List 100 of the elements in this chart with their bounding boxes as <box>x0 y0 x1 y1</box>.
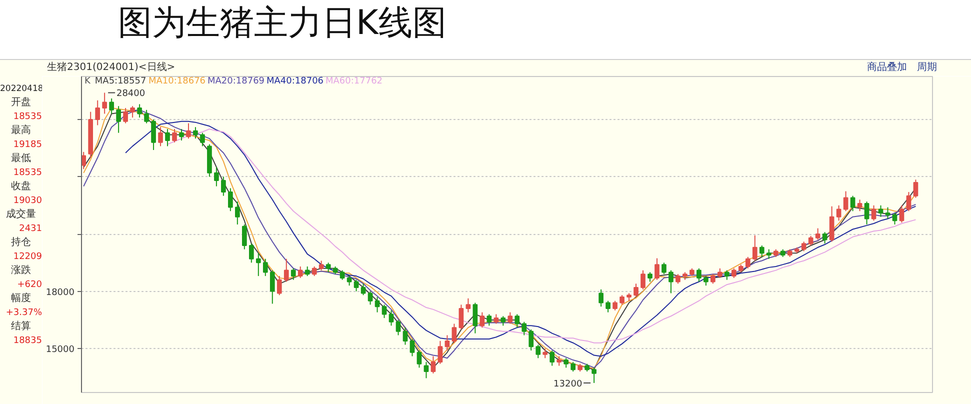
text: 19185 <box>12 139 42 152</box>
candlestick <box>388 310 394 326</box>
candlestick <box>508 312 513 324</box>
candlestick <box>82 151 86 170</box>
candlestick <box>550 350 555 366</box>
text: 最低 <box>10 152 32 166</box>
candlestick <box>466 298 471 313</box>
candlestick <box>878 204 884 218</box>
candlestick <box>598 288 604 308</box>
candlestick <box>899 204 904 224</box>
candlestick <box>262 258 268 277</box>
text: 12209 <box>12 251 42 264</box>
candlestick <box>829 206 834 242</box>
candlestick <box>612 300 618 311</box>
candlestick <box>430 356 436 374</box>
annotation: 13200 <box>554 379 582 390</box>
y-tick-label: 18000 <box>46 288 75 298</box>
text: +620 <box>16 279 42 292</box>
candlestick <box>298 266 303 278</box>
candlestick <box>570 361 576 372</box>
candlestick <box>109 98 114 114</box>
candlestick <box>172 128 177 143</box>
candlestick <box>290 268 296 280</box>
candlestick <box>102 92 107 114</box>
candlestick <box>640 270 646 290</box>
text: MA40:18706 <box>266 76 324 86</box>
text: 周期 <box>917 61 937 75</box>
candlestick <box>668 270 674 294</box>
candlestick <box>304 266 310 277</box>
chart-title: 图为生猪主力日K线图 <box>118 2 446 44</box>
candlestick <box>318 260 324 271</box>
candlestick <box>340 270 345 280</box>
candlestick <box>648 272 652 282</box>
candlestick <box>634 283 638 298</box>
candlestick <box>402 327 408 346</box>
candlestick <box>885 206 890 220</box>
candlestick <box>836 204 842 222</box>
text: 18835 <box>12 335 42 348</box>
candlestick <box>354 279 359 292</box>
candlestick <box>759 244 764 258</box>
candlestick <box>228 188 233 212</box>
candlestick <box>193 126 198 140</box>
candlestick <box>500 316 506 326</box>
candlestick <box>312 266 317 277</box>
annotation: 28400 <box>116 89 146 100</box>
candlestick <box>137 104 142 118</box>
candlestick <box>95 100 100 126</box>
candlestick <box>766 248 772 260</box>
candlestick <box>564 358 569 368</box>
text: 幅度 <box>10 292 32 306</box>
candlestick <box>424 361 429 379</box>
candlestick <box>179 128 184 141</box>
text: 19030 <box>12 195 42 208</box>
candlestick <box>486 314 492 326</box>
candlestick <box>815 228 820 240</box>
text: 开盘 <box>10 96 32 110</box>
candlestick <box>410 338 415 357</box>
candlestick <box>710 274 716 284</box>
candlestick <box>396 319 401 336</box>
candlestick <box>724 270 730 280</box>
candlestick <box>536 344 541 359</box>
candlestick <box>822 232 828 244</box>
text: 最高 <box>10 124 32 138</box>
candlestick <box>704 276 708 286</box>
candlestick <box>276 276 282 296</box>
candlestick <box>843 190 848 212</box>
candlestick <box>444 334 450 351</box>
candlestick <box>256 252 261 277</box>
candlestick <box>452 323 457 344</box>
candlestick <box>438 340 443 364</box>
candlestick <box>654 258 660 280</box>
candlestick <box>906 192 912 212</box>
candlestick <box>864 201 870 225</box>
candlestick <box>165 128 170 147</box>
text: MA10:18676 <box>148 76 206 86</box>
candlestick <box>857 199 862 212</box>
text: 持仓 <box>10 236 32 250</box>
candlestick <box>151 118 156 151</box>
candlestick <box>116 106 121 134</box>
candlestick <box>522 321 527 336</box>
candlestick <box>494 314 499 324</box>
candlestick <box>662 262 666 275</box>
candlestick <box>696 268 702 282</box>
candlestick <box>360 283 366 296</box>
candlestick <box>248 243 254 264</box>
candlestick <box>745 256 750 269</box>
candlestick <box>200 132 205 147</box>
candlestick <box>528 328 534 351</box>
candlestick <box>382 304 387 319</box>
candlestick <box>326 262 331 273</box>
text: 成交量 <box>5 208 37 222</box>
candlestick <box>718 268 722 278</box>
candlestick <box>214 166 219 187</box>
candlestick <box>676 274 680 284</box>
text: 收盘 <box>10 180 32 194</box>
text: MA60:17762 <box>326 76 383 86</box>
candlestick <box>416 350 422 368</box>
candlestick <box>368 290 373 306</box>
candlestick <box>346 276 352 286</box>
candlestick <box>284 258 289 282</box>
